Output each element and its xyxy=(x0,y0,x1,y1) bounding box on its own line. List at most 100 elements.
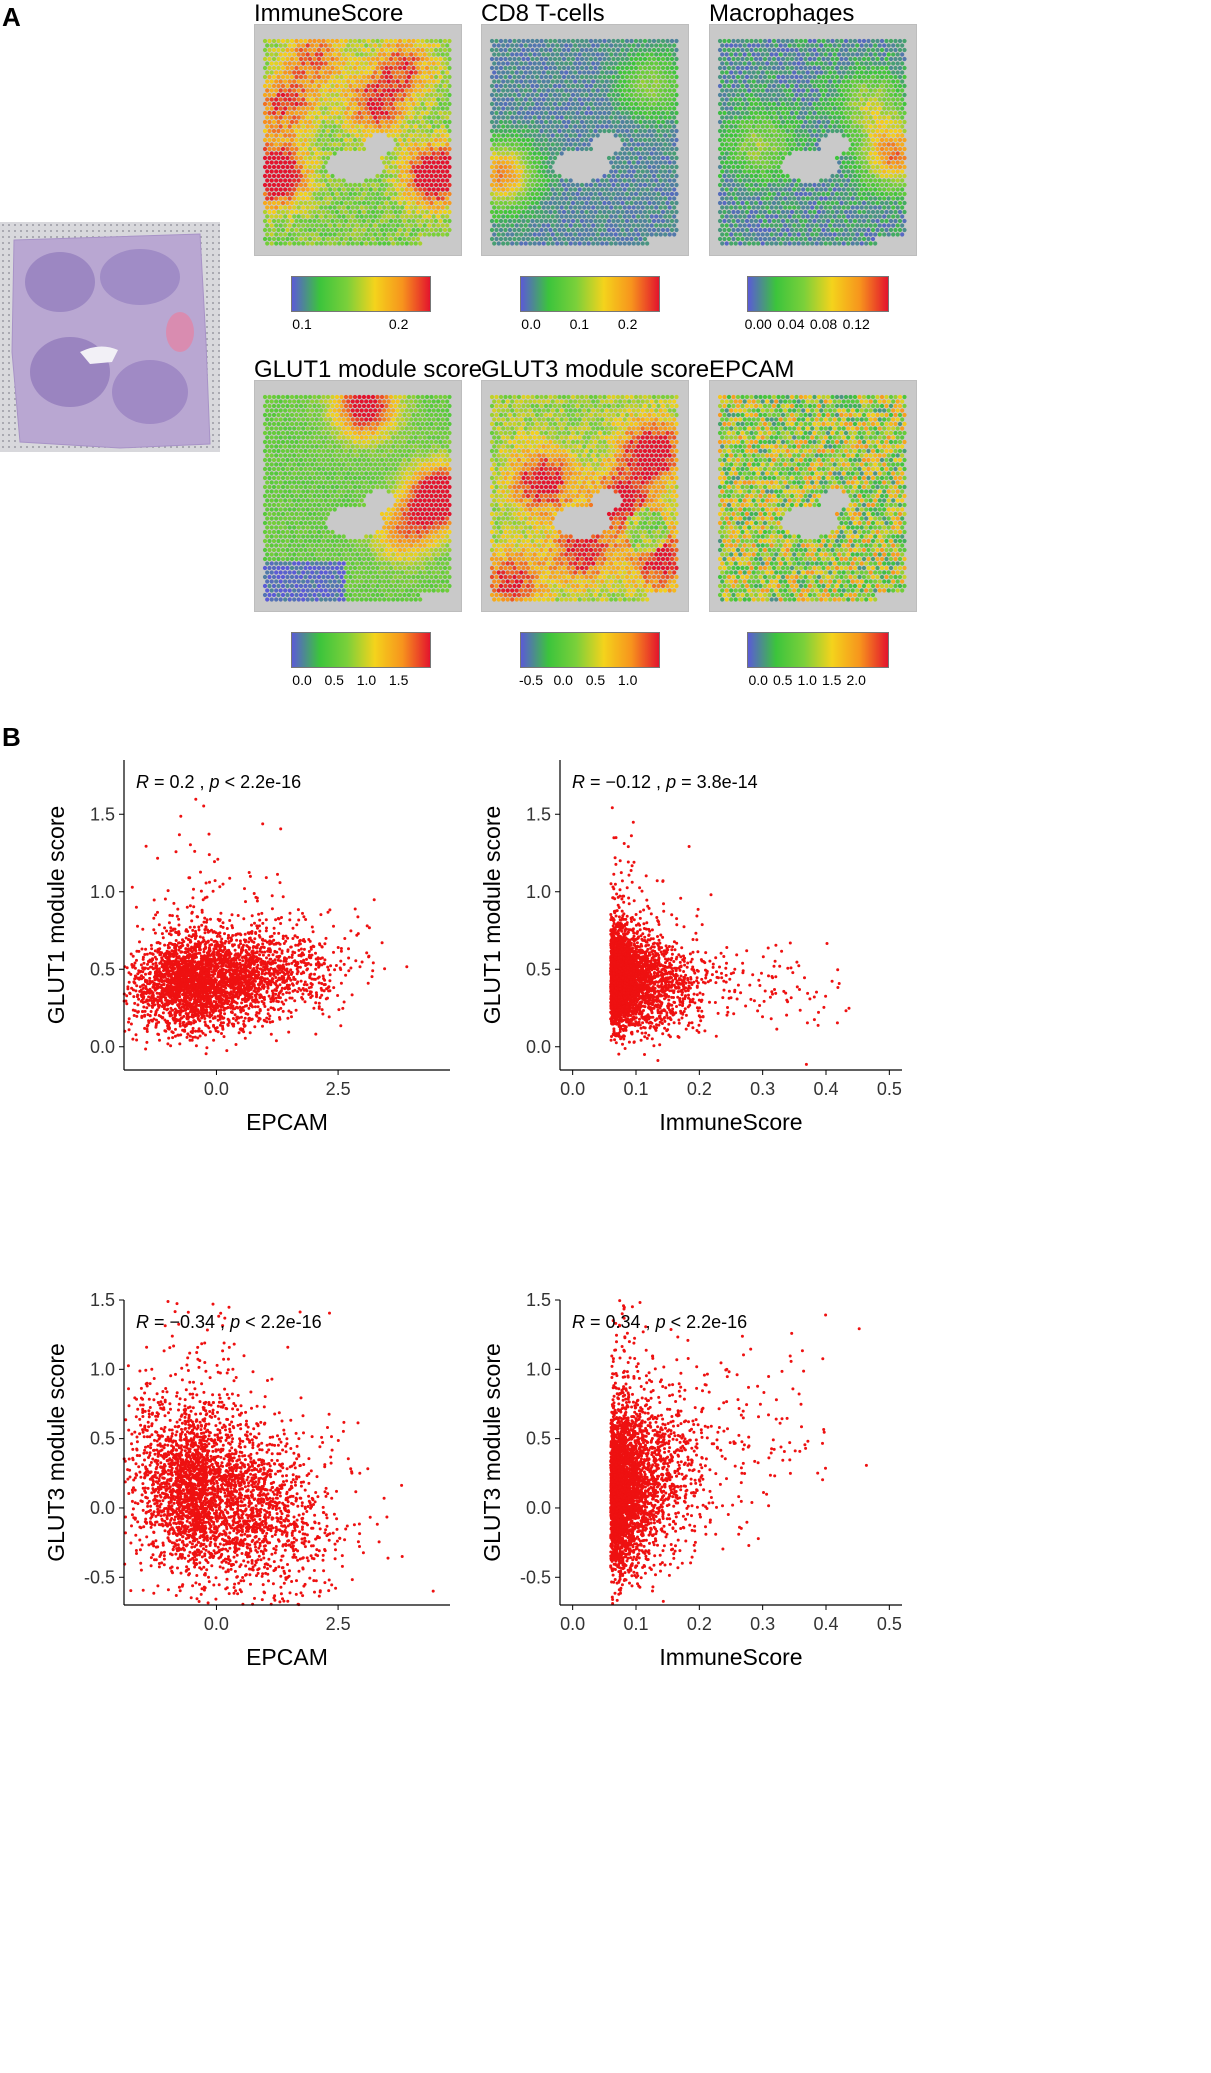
scatter-point xyxy=(200,987,204,991)
scatter-point xyxy=(150,947,154,951)
scatter-point xyxy=(222,985,226,989)
scatter-point xyxy=(294,1008,298,1012)
scatter-point xyxy=(272,931,276,935)
scatter-point xyxy=(658,1020,662,1024)
scatter-point xyxy=(206,952,210,956)
scatter-point xyxy=(132,995,136,999)
scatter-point xyxy=(172,987,176,991)
scatter-point xyxy=(174,984,178,988)
scatter-point xyxy=(246,931,250,935)
scatter-point xyxy=(174,992,177,996)
scatter-point xyxy=(353,907,357,911)
scatter-point xyxy=(257,912,261,916)
scatter-point xyxy=(249,995,253,999)
scatter-point xyxy=(144,1047,148,1051)
scatter-point xyxy=(306,967,309,971)
scatter-point xyxy=(220,964,224,968)
scatter-point xyxy=(642,927,646,930)
scatter-point xyxy=(635,941,639,945)
scatter-point xyxy=(207,853,211,857)
scatter-point xyxy=(190,1003,194,1007)
scatter-point xyxy=(182,990,186,994)
scatter-point xyxy=(321,974,325,978)
scatter-point xyxy=(614,862,618,866)
scatter-point xyxy=(192,984,196,988)
scatter-point xyxy=(327,968,331,972)
scatter-point xyxy=(249,992,253,996)
scatter-point xyxy=(725,1013,729,1017)
scatter-point xyxy=(271,991,275,995)
scatter-point xyxy=(166,983,170,987)
scatter-point xyxy=(151,962,155,966)
scatter-point xyxy=(344,973,348,977)
scatter-point xyxy=(200,923,204,927)
scatter-point xyxy=(299,979,303,983)
scatter-point xyxy=(243,996,247,1000)
scatter-point xyxy=(151,985,155,989)
scatter-point xyxy=(211,959,215,963)
scatter-point xyxy=(200,1013,204,1017)
scatter-point xyxy=(207,960,211,963)
scatter-point xyxy=(237,995,241,999)
scatter-point xyxy=(151,952,155,956)
scatter-point xyxy=(186,1032,190,1036)
scatter-point xyxy=(230,980,234,984)
scatter-point xyxy=(328,979,332,983)
scatter-point xyxy=(748,983,752,987)
scatter-point xyxy=(320,1008,324,1012)
scatter-point xyxy=(178,965,182,969)
colorbar-tick: 1.0 xyxy=(618,672,637,688)
scatter-point xyxy=(342,1000,346,1004)
scatter-point xyxy=(229,1006,233,1010)
scatter-point xyxy=(258,983,262,986)
scatter-point xyxy=(276,985,280,988)
scatter-point xyxy=(191,965,195,969)
scatter-point xyxy=(261,968,265,972)
scatter-point xyxy=(196,982,200,986)
scatter-point xyxy=(835,1021,839,1025)
scatter-point xyxy=(154,961,158,965)
scatter-point xyxy=(265,962,268,966)
scatter-point xyxy=(214,996,218,1000)
scatter-point xyxy=(188,843,192,847)
scatter-point xyxy=(231,1017,235,1020)
scatter-point xyxy=(617,915,621,919)
scatter-point xyxy=(242,1019,246,1023)
scatter-point xyxy=(268,935,272,939)
scatter-point xyxy=(252,892,256,895)
scatter-point xyxy=(323,958,327,962)
scatter-point xyxy=(247,871,251,874)
scatter-point xyxy=(199,999,202,1003)
scatter-point xyxy=(267,971,271,975)
scatter-point xyxy=(131,1008,135,1012)
scatter-point xyxy=(219,1008,223,1012)
scatter-point xyxy=(171,1016,175,1020)
scatter-point xyxy=(251,981,255,985)
scatter-point xyxy=(253,987,257,990)
scatter-point xyxy=(149,965,152,969)
scatter-point xyxy=(174,939,178,942)
scatter-point xyxy=(157,923,161,927)
scatter-point xyxy=(134,989,138,993)
scatter-point xyxy=(184,959,188,963)
scatter-point xyxy=(259,963,263,967)
scatter-point xyxy=(169,1044,173,1048)
scatter-point xyxy=(281,975,285,979)
scatter-point xyxy=(307,986,311,990)
scatter-point xyxy=(693,1001,697,1005)
scatter-point xyxy=(290,955,294,959)
scatter-points xyxy=(609,806,851,1066)
scatter-point xyxy=(163,963,167,967)
scatter-point xyxy=(285,967,289,971)
scatter-point xyxy=(297,948,301,952)
scatter-point xyxy=(147,1003,151,1007)
scatter-point xyxy=(260,938,264,942)
scatter-point xyxy=(661,1032,665,1036)
y-axis-label: GLUT1 module score xyxy=(43,806,69,1025)
scatter-point xyxy=(320,963,324,967)
scatter-point xyxy=(288,918,292,922)
map-title: EPCAM xyxy=(709,356,794,384)
scatter-point xyxy=(231,934,235,937)
scatter-point xyxy=(222,990,226,994)
scatter-point xyxy=(194,993,198,997)
